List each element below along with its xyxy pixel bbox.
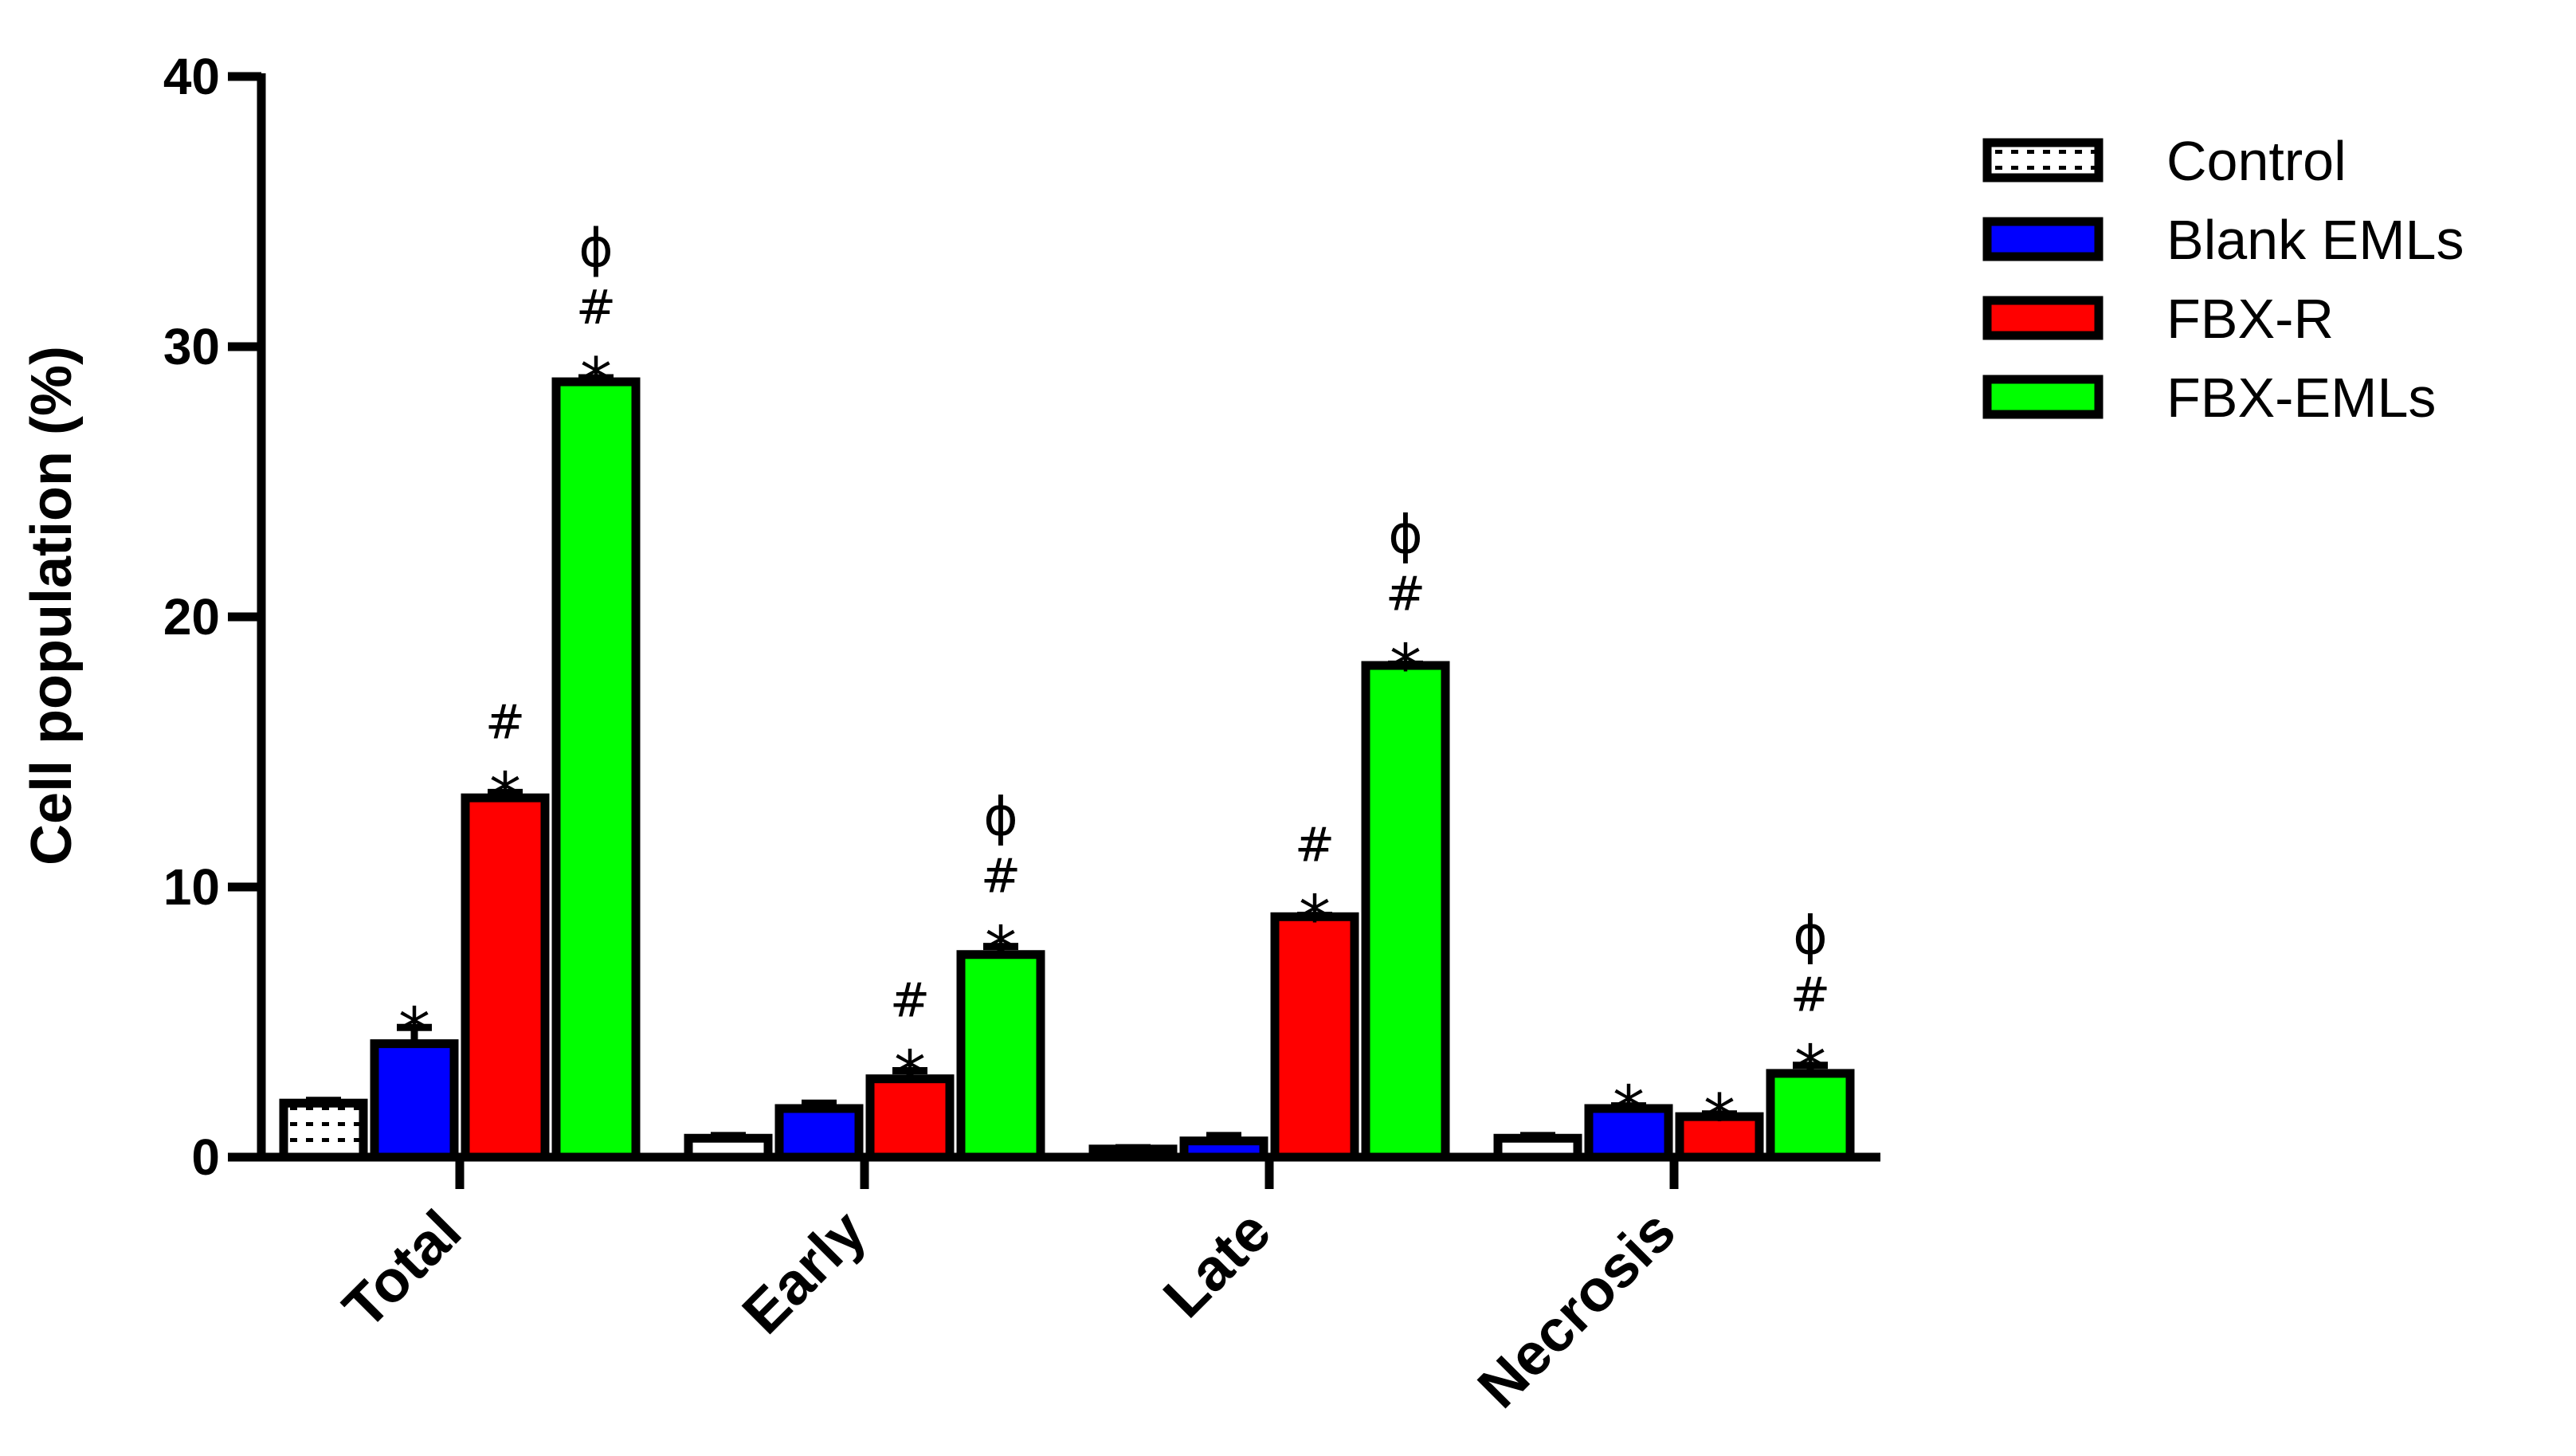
significance-mark: #	[1386, 566, 1425, 622]
bar-control-total	[279, 1098, 368, 1162]
y-tick-label: 10	[163, 858, 220, 916]
significance-mark: ϕ	[578, 218, 614, 279]
y-tick-label: 0	[191, 1128, 220, 1186]
legend-swatch	[1982, 296, 2104, 340]
x-axis-labels: Total Early Late Necrosis	[331, 1198, 1688, 1421]
bar-fbx-emls-late	[1361, 661, 1450, 1162]
x-category-label-early: Early	[730, 1198, 879, 1347]
significance-mark: *	[1704, 1081, 1735, 1155]
significance-mark: *	[580, 344, 612, 418]
legend-item-blank-emls[interactable]: Blank EMLs	[1982, 209, 2464, 271]
legend-label: FBX-EMLs	[2166, 367, 2436, 429]
legend-swatch	[1982, 217, 2104, 261]
legend-item-control[interactable]: Control	[1982, 130, 2347, 192]
significance-mark: *	[1613, 1073, 1645, 1147]
significance-mark: #	[1790, 967, 1830, 1023]
bar-fbx-emls-total	[551, 377, 641, 1162]
significance-mark: *	[1794, 1032, 1826, 1106]
significance-mark: #	[576, 280, 616, 336]
x-category-label-necrosis: Necrosis	[1465, 1198, 1688, 1421]
legend-swatch	[1982, 375, 2104, 419]
significance-mark: #	[981, 849, 1021, 905]
significance-mark: *	[489, 759, 521, 833]
legend-item-fbx-emls[interactable]: FBX-EMLs	[1982, 367, 2436, 429]
significance-mark: *	[1299, 882, 1331, 956]
bars	[279, 374, 1855, 1162]
bar-blank-emls-necrosis	[1584, 1104, 1673, 1162]
bar-fbx-r-total	[461, 793, 550, 1162]
significance-mark: #	[485, 694, 525, 750]
y-axis-title: Cell population (%)	[20, 346, 84, 865]
x-category-label-total: Total	[331, 1198, 474, 1341]
significance-mark: ϕ	[983, 787, 1018, 848]
significance-marks: ***#*#*#**#ϕ*#ϕ*#ϕ*#ϕ	[398, 218, 1830, 1155]
legend-label: Control	[2166, 130, 2347, 192]
significance-mark: ϕ	[1793, 905, 1828, 967]
axes	[228, 72, 1880, 1189]
significance-mark: *	[398, 994, 430, 1068]
significance-mark: *	[1390, 630, 1421, 704]
legend-swatch	[1982, 138, 2104, 182]
bar-blank-emls-early	[774, 1104, 864, 1162]
y-tick-label: 20	[163, 588, 220, 646]
y-tick-label: 40	[163, 48, 220, 105]
y-tick-label: 30	[163, 318, 220, 375]
legend-item-fbx-r[interactable]: FBX-R	[1982, 288, 2334, 350]
significance-mark: *	[894, 1038, 926, 1112]
legend-label: FBX-R	[2166, 288, 2334, 350]
significance-mark: #	[1295, 818, 1335, 873]
significance-mark: *	[985, 913, 1017, 987]
x-category-label-late: Late	[1151, 1198, 1283, 1330]
significance-mark: ϕ	[1388, 504, 1423, 565]
significance-mark: #	[890, 973, 930, 1029]
y-axis-ticks: 0 10 20 30 40	[163, 48, 220, 1186]
legend-label: Blank EMLs	[2166, 209, 2464, 271]
legend[interactable]: Control Blank EMLs FBX-R FBX-EMLs	[1982, 130, 2464, 429]
